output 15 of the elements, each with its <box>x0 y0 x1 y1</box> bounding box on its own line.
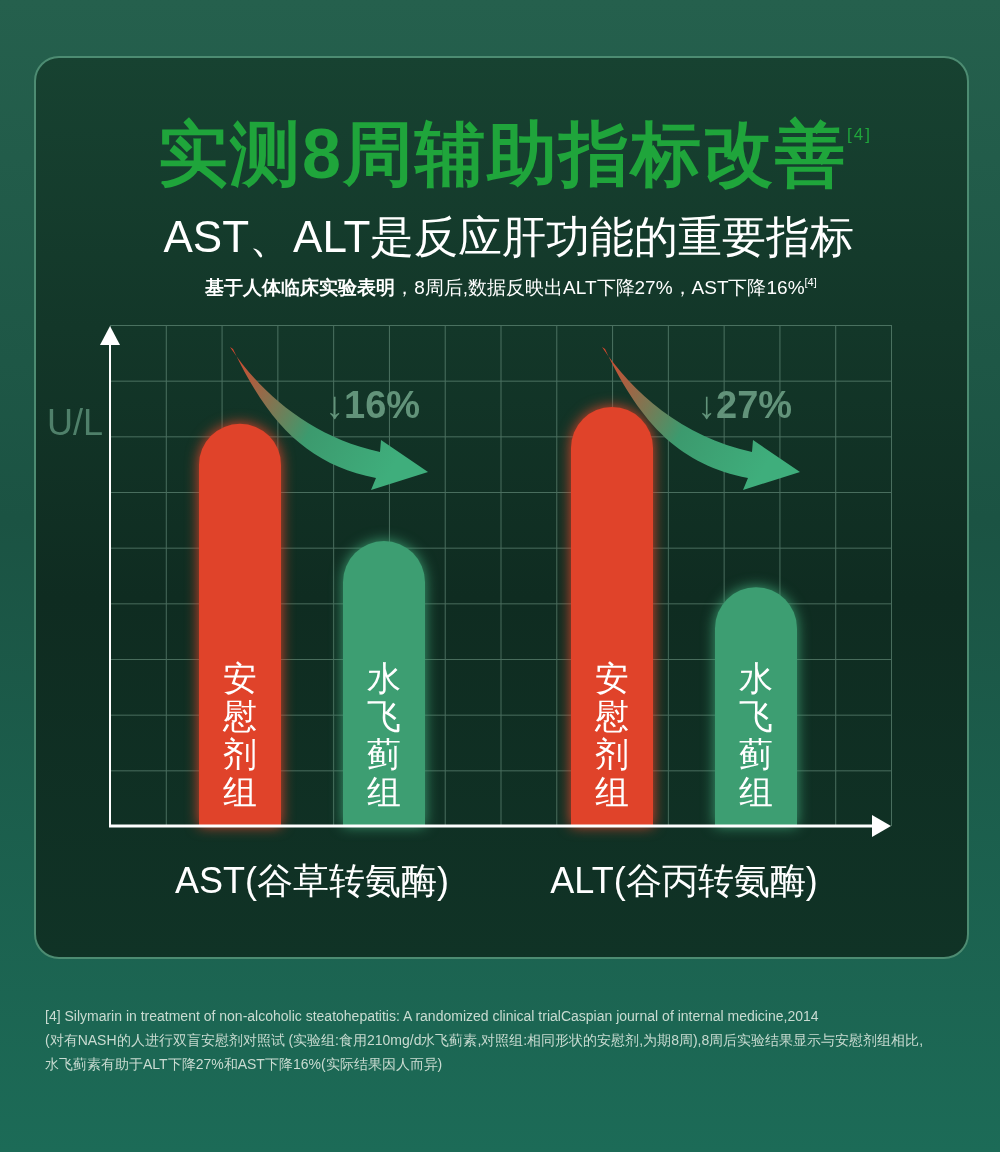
text: [4] Silymarin in treatment of non-alcoholic steatohepatitis: A randomized clinical trialCaspian journal of internal medicine,2014 <box>45 1008 819 1024</box>
x-tick-label: AST(谷草转氨酶) <box>175 860 449 901</box>
chart-title: 实测8周辅助指标改善$^{[4]}$ <box>158 115 872 193</box>
series-label: 水飞蓟组 <box>367 659 401 811</box>
x-tick-label: ALT(谷丙转氨酶) <box>550 860 818 901</box>
text: 基于人体临床实验表明，8周后,数据反映出ALT下降27%，AST下降16%$^{[4]}$ <box>204 276 817 298</box>
y-axis-title: U/L <box>46 402 103 443</box>
annotation: ↓27% <box>697 384 793 426</box>
annotation: ↓16% <box>325 384 421 426</box>
text: 安慰剂组 <box>595 659 629 811</box>
chart-subtitle: AST、ALT是反应肝功能的重要指标 <box>163 212 855 261</box>
series-label: 安慰剂组 <box>222 659 257 811</box>
text: 水飞蓟素有助于ALT下降27%和AST下降16%(实际结果因人而异) <box>45 1056 443 1072</box>
text: (对有NASH的人进行双盲安慰剂对照试 (实验组:食用210mg/d水飞蓟素,对照组:相同形状的安慰剂,为期8周),8周后实验结果显示与安慰剂组相比, <box>45 1032 924 1048</box>
text: 水飞蓟组 <box>739 659 773 811</box>
